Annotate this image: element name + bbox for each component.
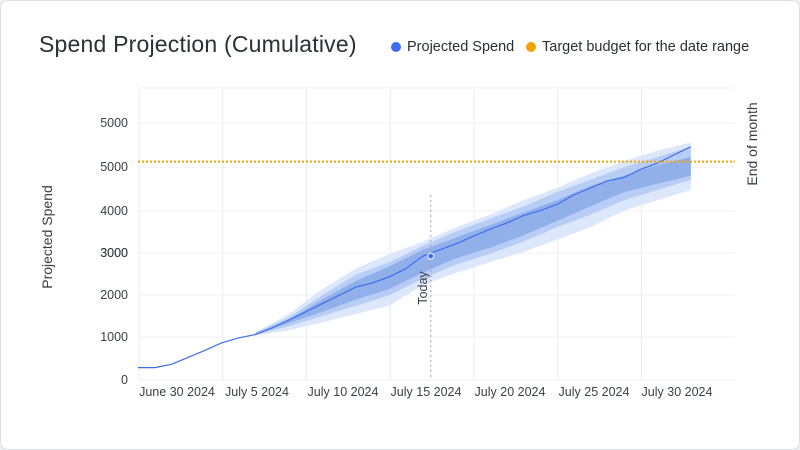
x-tick-label: July 30 2024 bbox=[642, 385, 713, 399]
legend-item-target[interactable]: Target budget for the date range bbox=[526, 39, 749, 55]
x-tick-label: July 15 2024 bbox=[391, 385, 462, 399]
y-tick-label: 5000 bbox=[100, 116, 128, 130]
series-lines bbox=[138, 146, 735, 380]
legend-item-projected[interactable]: Projected Spend bbox=[391, 39, 514, 55]
y-axis-title: Projected Spend bbox=[39, 185, 55, 289]
y-tick-label: 0 bbox=[121, 373, 128, 387]
grid-lines bbox=[138, 87, 735, 381]
legend-label-projected: Projected Spend bbox=[407, 39, 515, 55]
today-point bbox=[427, 252, 435, 260]
y-tick-label: 4000 bbox=[100, 204, 128, 218]
end-of-month-label: End of month bbox=[744, 102, 760, 185]
x-tick-label: June 30 2024 bbox=[139, 385, 215, 399]
x-tick-label: July 20 2024 bbox=[475, 385, 546, 399]
legend-dot-target bbox=[526, 42, 536, 52]
y-tick-label: 2000 bbox=[100, 288, 128, 302]
y-tick-label: 3000 bbox=[100, 246, 128, 260]
x-tick-label: July 5 2024 bbox=[225, 385, 289, 399]
x-tick-label: July 10 2024 bbox=[308, 385, 379, 399]
x-tick-label: July 25 2024 bbox=[559, 385, 630, 399]
forecast-bands bbox=[255, 142, 691, 336]
y-tick-label: 5000 bbox=[100, 160, 128, 174]
projected-spend-line bbox=[138, 146, 692, 369]
today-label: Today bbox=[416, 271, 430, 305]
legend-dot-projected bbox=[391, 42, 401, 52]
x-axis-ticks: June 30 2024 July 5 2024 July 10 2024 July … bbox=[139, 385, 712, 399]
forecast-band-inner bbox=[255, 157, 691, 335]
y-tick-label: 3000 bbox=[100, 246, 128, 260]
chart-title: Spend Projection (Cumulative) bbox=[39, 31, 357, 57]
y-tick-label: 1000 bbox=[100, 330, 128, 344]
legend-label-target: Target budget for the date range bbox=[542, 39, 750, 55]
